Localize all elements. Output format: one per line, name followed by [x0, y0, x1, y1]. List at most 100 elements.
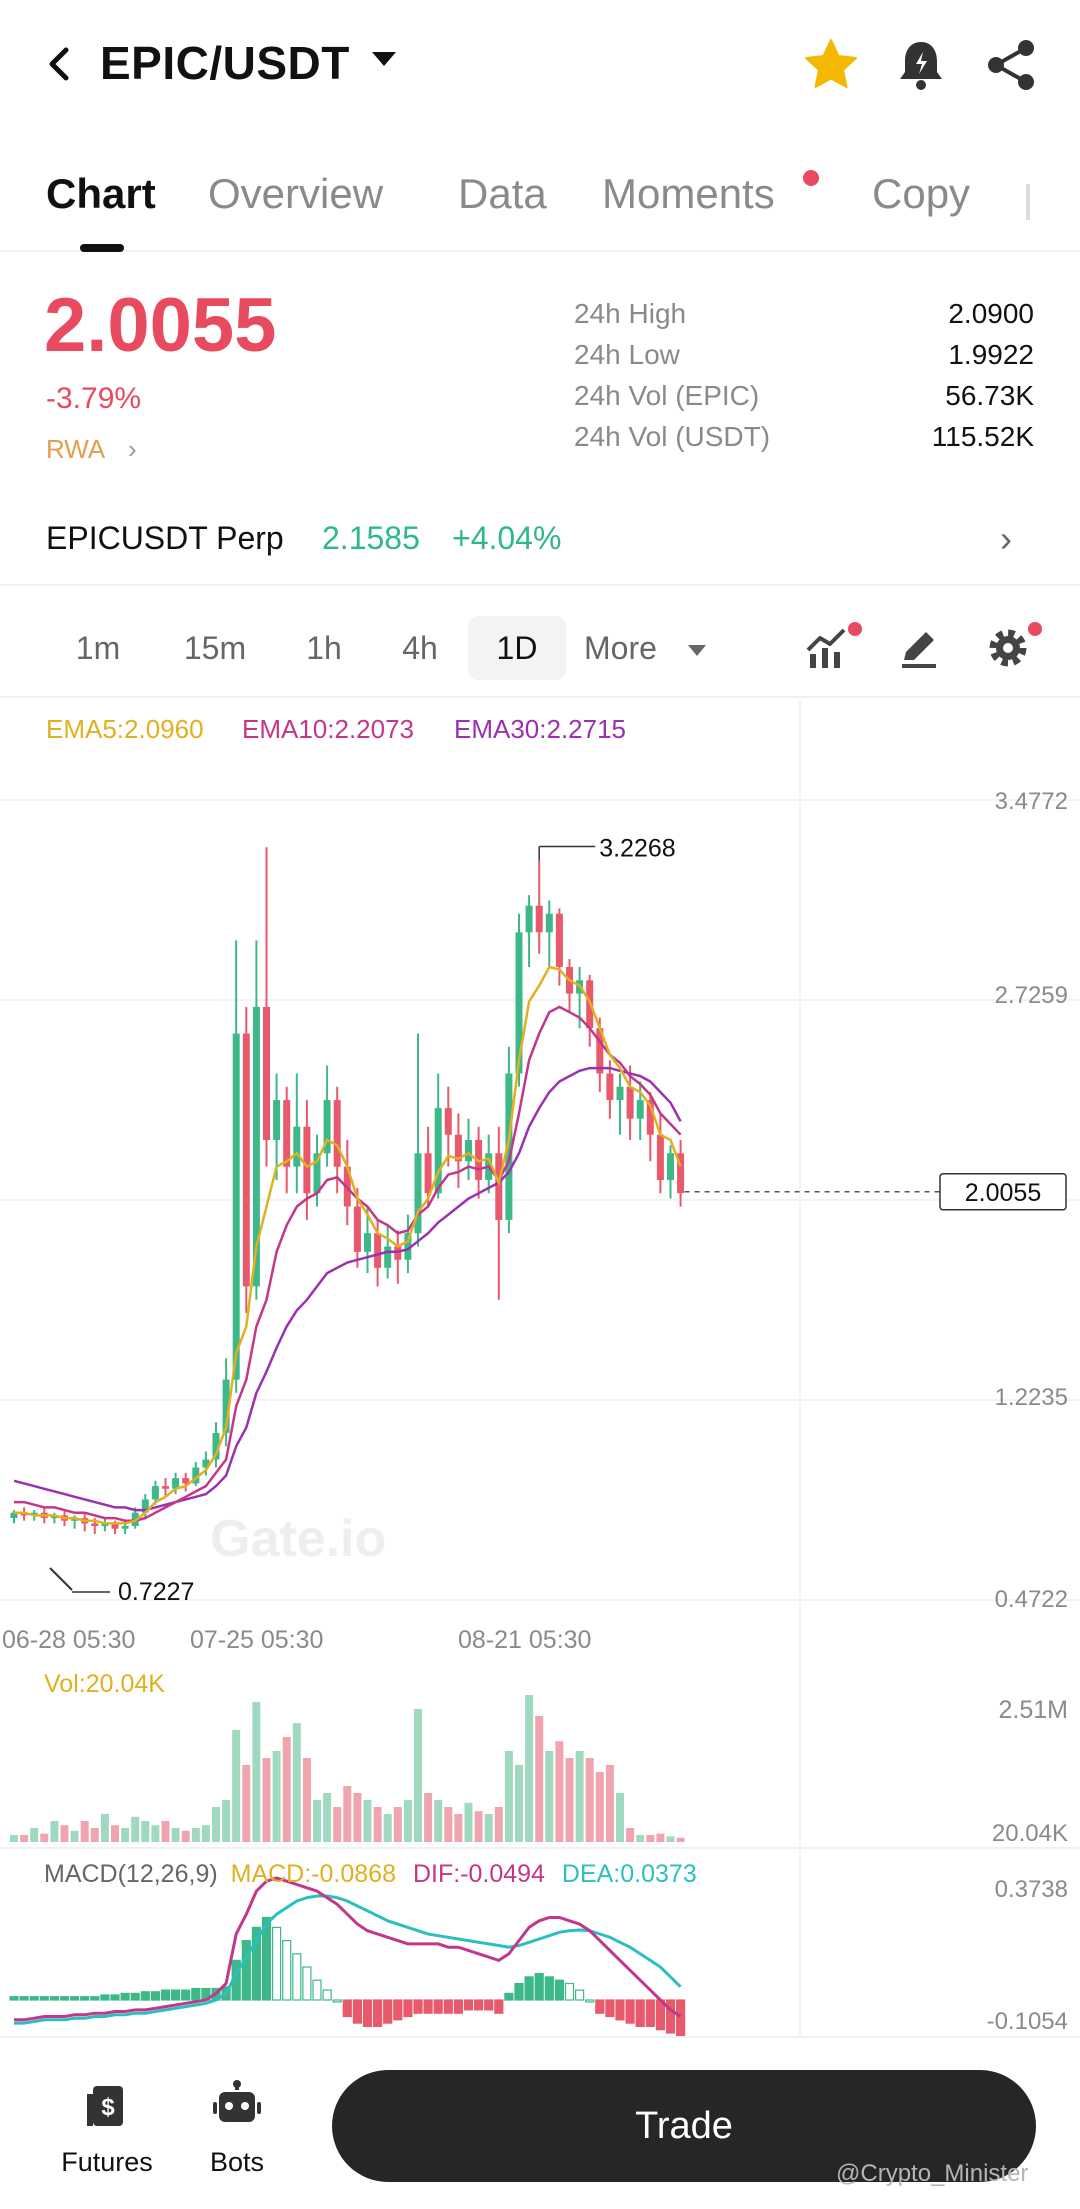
- nav-bots[interactable]: Bots: [182, 2078, 292, 2178]
- volume-bar: [585, 1758, 594, 1842]
- macd-bar: [160, 1989, 171, 2001]
- candle-body: [121, 1526, 129, 1529]
- interval-1h[interactable]: 1h: [306, 630, 342, 666]
- candle-body: [555, 913, 563, 967]
- interval-15m[interactable]: 15m: [183, 630, 247, 666]
- low-price-label: 0.7227: [118, 1578, 194, 1606]
- macd-bar: [494, 1999, 504, 2014]
- volume-bar: [616, 1793, 624, 1842]
- trade-button[interactable]: Trade: [332, 2070, 1036, 2182]
- volume-bar: [313, 1800, 321, 1842]
- stat-value-low: 1.9922: [948, 339, 1034, 370]
- indicator-icon[interactable]: [802, 620, 858, 676]
- back-arrow-icon[interactable]: [36, 32, 86, 96]
- volume-bar: [454, 1814, 463, 1842]
- interval-more[interactable]: More: [584, 630, 657, 666]
- nav-futures[interactable]: $ Futures: [52, 2078, 162, 2178]
- interval-1m[interactable]: 1m: [75, 630, 121, 666]
- volume-bar: [605, 1765, 614, 1842]
- candle-body: [434, 1108, 442, 1194]
- share-icon[interactable]: [980, 34, 1042, 96]
- dropdown-caret-icon[interactable]: [372, 52, 396, 66]
- dropdown-caret-icon[interactable]: [688, 645, 706, 656]
- pair-title[interactable]: EPIC/USDT: [100, 37, 350, 89]
- chevron-right-icon[interactable]: ›: [1000, 518, 1012, 559]
- candle-body: [414, 1153, 422, 1234]
- tab-data[interactable]: Data: [458, 170, 547, 217]
- chevron-right-icon[interactable]: ›: [128, 434, 137, 464]
- interval-4h[interactable]: 4h: [402, 630, 438, 666]
- volume-bar: [403, 1800, 412, 1842]
- dif-line: [14, 1876, 682, 2022]
- settings-gear-icon[interactable]: [980, 620, 1036, 676]
- candle-body: [384, 1246, 392, 1268]
- tab-overflow-hint: [1026, 184, 1030, 220]
- star-icon[interactable]: [800, 34, 862, 96]
- macd-bar: [413, 1999, 423, 2014]
- price-chart[interactable]: Gate.io 3.2268 0.7227 2.0055 3.4772 2.7259…: [0, 700, 1080, 2040]
- tab-bar: Chart Overview Data Moments Copy: [0, 160, 1080, 252]
- draw-pen-icon[interactable]: [892, 620, 948, 676]
- volume-bar: [444, 1807, 453, 1842]
- tab-copy[interactable]: Copy: [872, 170, 971, 217]
- candle-body: [404, 1233, 412, 1260]
- candle-body: [71, 1518, 79, 1521]
- stat-label-low: 24h Low: [574, 339, 680, 370]
- volume-bar: [535, 1716, 544, 1842]
- bell-icon[interactable]: [890, 34, 952, 96]
- volume-bar: [201, 1825, 210, 1842]
- candle-body: [141, 1499, 149, 1513]
- macd-bar: [49, 1996, 60, 2001]
- macd-bar: [554, 1979, 565, 2001]
- volume-bar: [353, 1793, 362, 1842]
- volume-bar: [252, 1702, 261, 1842]
- macd-bar: [463, 1999, 474, 2011]
- macd-bar: [19, 1996, 29, 2001]
- candles: [10, 847, 685, 1534]
- macd-bar: [665, 1999, 676, 2034]
- volume-bar: [676, 1837, 685, 1842]
- chart-canvas[interactable]: Gate.io 3.2268 0.7227 2.0055: [0, 700, 1080, 2040]
- volume-bar: [302, 1758, 311, 1842]
- volume-bar: [343, 1786, 352, 1842]
- gate-watermark: Gate.io: [210, 1510, 386, 1568]
- interval-1d[interactable]: 1D: [468, 616, 566, 680]
- volume-bar: [414, 1709, 422, 1842]
- candle-body: [91, 1523, 99, 1527]
- macd-bar: [544, 1976, 554, 2001]
- ema10-line: [14, 1005, 682, 1522]
- candle-body: [636, 1100, 644, 1119]
- volume-bar: [575, 1751, 584, 1842]
- perp-row[interactable]: EPICUSDT Perp 2.1585 +4.04% ›: [0, 510, 1080, 586]
- tab-moments[interactable]: Moments: [602, 170, 775, 217]
- candle-body: [596, 1028, 604, 1074]
- last-price-box: [939, 1173, 1067, 1211]
- candle-body: [162, 1486, 169, 1489]
- tab-overview[interactable]: Overview: [208, 170, 384, 217]
- macd-bar: [383, 1999, 393, 2024]
- stat-label-vol-usdt: 24h Vol (USDT): [574, 421, 771, 452]
- candle-body: [242, 1033, 250, 1287]
- candle-body: [212, 1432, 220, 1460]
- tab-indicator: [80, 244, 124, 252]
- candle-body: [454, 1134, 462, 1162]
- candle-body: [202, 1459, 210, 1468]
- rwa-tag[interactable]: RWA: [46, 434, 106, 464]
- tab-chart[interactable]: Chart: [46, 170, 156, 217]
- macd-bar: [645, 1999, 655, 2027]
- dea-value: DEA:0.0373: [561, 1860, 697, 1888]
- macd-bar: [80, 1996, 90, 2001]
- volume-bar: [161, 1821, 170, 1842]
- candle-body: [505, 1073, 513, 1220]
- volume-bar: [666, 1836, 675, 1842]
- nav-label: Futures: [61, 2147, 153, 2177]
- macd-bar: [181, 1989, 191, 2001]
- y-tick: 1.2235: [994, 1384, 1068, 1411]
- y-tick: 2.51M: [998, 1696, 1068, 1724]
- x-tick: 07-25 05:30: [190, 1626, 324, 1654]
- interval-bar: 1m 15m 1h 4h 1D More: [0, 600, 1080, 698]
- ema5-legend: EMA5:2.0960: [46, 714, 204, 744]
- volume-bar: [434, 1800, 443, 1842]
- volume-bar: [171, 1828, 180, 1842]
- macd-bar: [302, 1966, 312, 2001]
